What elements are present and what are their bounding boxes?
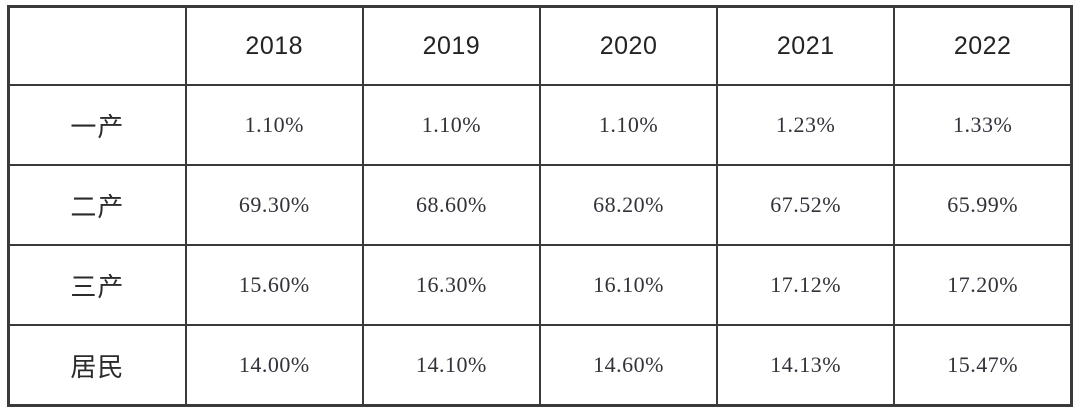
column-header-2021: 2021	[716, 5, 896, 86]
table-cell: 14.13%	[716, 324, 896, 407]
column-header-2018: 2018	[184, 5, 364, 86]
table-cell: 16.10%	[538, 244, 719, 326]
table-cell: 1.23%	[716, 84, 896, 166]
table-header: 2018 2019 2020 2021 2022	[7, 5, 1073, 86]
table-cell: 65.99%	[893, 164, 1073, 246]
table-cell: 14.10%	[361, 324, 541, 407]
table-cell: 68.20%	[538, 164, 719, 246]
column-header-2020: 2020	[538, 5, 719, 86]
table-cell: 1.33%	[893, 84, 1073, 166]
table-cell: 17.12%	[716, 244, 896, 326]
column-header-2019: 2019	[361, 5, 541, 86]
table-cell: 69.30%	[184, 164, 364, 246]
table-cell: 14.00%	[184, 324, 364, 407]
row-label-residents: 居民	[7, 324, 187, 407]
table-cell: 1.10%	[361, 84, 541, 166]
table-cell: 1.10%	[538, 84, 719, 166]
table-body: 一产 1.10% 1.10% 1.10% 1.23% 1.33% 二产 69.3…	[7, 84, 1073, 407]
header-row: 2018 2019 2020 2021 2022	[7, 5, 1073, 86]
table-cell: 67.52%	[716, 164, 896, 246]
row-label-tertiary-industry: 三产	[7, 244, 187, 326]
table-row: 居民 14.00% 14.10% 14.60% 14.13% 15.47%	[7, 324, 1073, 407]
table-row: 一产 1.10% 1.10% 1.10% 1.23% 1.33%	[7, 84, 1073, 166]
table-row: 三产 15.60% 16.30% 16.10% 17.12% 17.20%	[7, 244, 1073, 326]
percentage-table: 2018 2019 2020 2021 2022 一产 1.10% 1.10% …	[7, 5, 1073, 407]
table-row: 二产 69.30% 68.60% 68.20% 67.52% 65.99%	[7, 164, 1073, 246]
table-cell: 15.60%	[184, 244, 364, 326]
table-cell: 1.10%	[184, 84, 364, 166]
table-cell: 68.60%	[361, 164, 541, 246]
row-label-secondary-industry: 二产	[7, 164, 187, 246]
table-cell: 15.47%	[893, 324, 1073, 407]
column-header-2022: 2022	[893, 5, 1073, 86]
table-cell: 17.20%	[893, 244, 1073, 326]
table-cell: 14.60%	[538, 324, 719, 407]
row-label-primary-industry: 一产	[7, 84, 187, 166]
table-cell: 16.30%	[361, 244, 541, 326]
corner-cell	[7, 5, 187, 86]
